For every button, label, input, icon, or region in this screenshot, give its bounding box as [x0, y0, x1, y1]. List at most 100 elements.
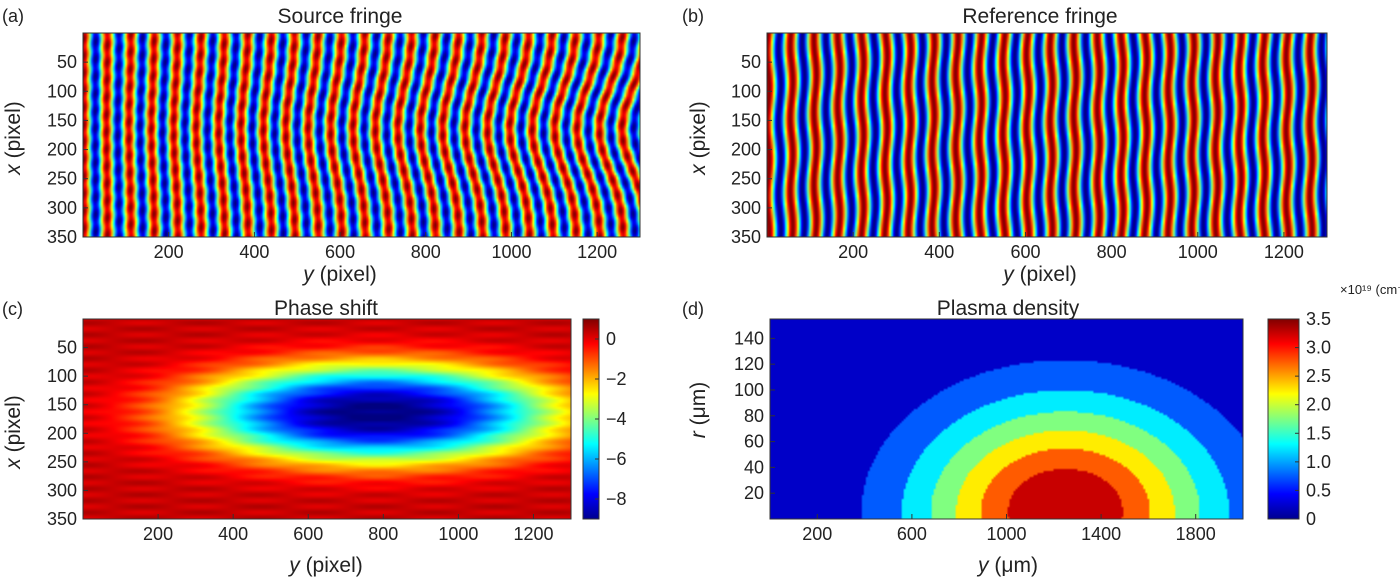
- panel-b-label: (b): [682, 6, 704, 26]
- colorbar-tick-label: 3.5: [1306, 309, 1331, 329]
- y-tick-label: 300: [731, 198, 761, 218]
- colorbar-tick-label: 0: [606, 329, 616, 349]
- panel-d-x-label: y (μm): [976, 554, 1038, 577]
- panel-a-y-ticks: 50 100 150 200 250 300 350: [47, 52, 88, 247]
- reference-fringe-heatmap: [767, 33, 1327, 237]
- colorbar-tick-label: 3.0: [1306, 338, 1331, 358]
- x-tick-label: 800: [411, 242, 441, 262]
- x-tick-label: 1000: [438, 524, 478, 544]
- x-tick-label: 200: [802, 524, 832, 544]
- panel-d: (d) Plasma density ×10¹⁹ (cm⁻³) 20060010…: [682, 282, 1400, 577]
- panel-b-x-label: y (pixel): [1001, 263, 1077, 286]
- x-tick-label: 600: [897, 524, 927, 544]
- panel-a-x-label: y (pixel): [301, 263, 377, 286]
- panel-d-colorbar-ticks: 0 0.5 1.0 1.5 2.0 2.5 3.0 3.5: [1295, 309, 1331, 529]
- phase-shift-heatmap: [83, 319, 571, 519]
- colorbar-tick-label: 0.5: [1306, 480, 1331, 500]
- panel-d-plot-area: [769, 318, 1244, 520]
- panel-a-x-ticks: 200 400 600 800 1000 1200: [154, 232, 617, 262]
- colorbar-tick-label: −2: [606, 369, 627, 389]
- colorbar-tick-label: 2.0: [1306, 395, 1331, 415]
- phase-shift-heatmap-frame: [82, 318, 572, 520]
- panel-b-x-ticks: 200 400 600 800 1000 1200: [838, 232, 1304, 262]
- y-tick-label: 200: [47, 423, 77, 443]
- y-tick-label: 40: [744, 457, 764, 477]
- y-tick-label: 150: [47, 110, 77, 130]
- panel-a-label: (a): [2, 6, 24, 26]
- y-tick-label: 250: [47, 452, 77, 472]
- x-tick-label: 400: [218, 524, 248, 544]
- y-tick-label: 200: [47, 140, 77, 160]
- panel-b-y-label: x (pixel): [687, 101, 710, 176]
- panel-a: (a) Source fringe 200 400 600 800 1000 1200 5…: [2, 5, 641, 286]
- colorbar-tick-label: 0: [1306, 509, 1316, 529]
- colorbar-tick-label: 1.5: [1306, 423, 1331, 443]
- panel-b-plot-area: [766, 32, 1328, 238]
- panel-a-y-label: x (pixel): [2, 101, 25, 176]
- y-tick-label: 60: [744, 432, 764, 452]
- panel-d-x-ticks: 200 600 1000 1400 1800: [802, 514, 1216, 544]
- panel-a-plot-area: [82, 32, 641, 238]
- x-tick-label: 1400: [1081, 524, 1121, 544]
- y-tick-label: 100: [47, 366, 77, 386]
- y-tick-label: 300: [47, 480, 77, 500]
- x-tick-label: 600: [1010, 242, 1040, 262]
- colorbar-tick-label: 2.5: [1306, 366, 1331, 386]
- y-tick-label: 100: [47, 81, 77, 101]
- source-fringe-heatmap: [83, 33, 640, 237]
- y-tick-label: 50: [741, 52, 761, 72]
- colorbar-tick-label: −4: [606, 409, 627, 429]
- panel-c-x-ticks: 200 400 600 800 1000 1200: [143, 514, 553, 544]
- x-tick-label: 200: [154, 242, 184, 262]
- y-tick-label: 200: [731, 140, 761, 160]
- panel-d-colorbar: [1267, 318, 1300, 520]
- x-tick-label: 1200: [577, 242, 617, 262]
- x-tick-label: 400: [924, 242, 954, 262]
- panel-d-y-ticks: 20 40 60 80 100 120 140: [734, 328, 775, 503]
- panel-c-x-label: y (pixel): [287, 554, 363, 577]
- y-tick-label: 350: [47, 509, 77, 529]
- plasma-density-contour: [770, 319, 1243, 519]
- x-tick-label: 1200: [513, 524, 553, 544]
- panel-c-label: (c): [2, 299, 23, 319]
- colorbar-tick-label: −6: [606, 449, 627, 469]
- x-tick-label: 1000: [491, 242, 531, 262]
- y-tick-label: 120: [734, 354, 764, 374]
- y-tick-label: 350: [47, 227, 77, 247]
- panel-c-title: Phase shift: [274, 297, 378, 320]
- y-tick-label: 150: [731, 110, 761, 130]
- panel-b: (b) Reference fringe 200 400 600 800 1000 120…: [682, 5, 1328, 286]
- x-tick-label: 800: [368, 524, 398, 544]
- panel-d-label: (d): [682, 299, 704, 319]
- x-tick-label: 400: [239, 242, 269, 262]
- y-tick-label: 100: [731, 81, 761, 101]
- panel-b-title: Reference fringe: [962, 5, 1117, 28]
- panel-c-plot-area: [82, 318, 572, 520]
- reference-fringe-heatmap-frame: [766, 32, 1328, 238]
- x-tick-label: 200: [838, 242, 868, 262]
- x-tick-label: 1800: [1176, 524, 1216, 544]
- y-tick-label: 250: [731, 169, 761, 189]
- panel-c-y-ticks: 50 100 150 200 250 300 350: [47, 338, 88, 529]
- panel-c-colorbar-ticks: 0 −2 −4 −6 −8: [595, 329, 627, 509]
- panel-a-title: Source fringe: [278, 5, 403, 28]
- x-tick-label: 800: [1097, 242, 1127, 262]
- x-tick-label: 1000: [1178, 242, 1218, 262]
- y-tick-label: 300: [47, 198, 77, 218]
- x-tick-label: 200: [143, 524, 173, 544]
- y-tick-label: 140: [734, 328, 764, 348]
- panel-d-colorbar-unit: ×10¹⁹ (cm⁻³): [1340, 282, 1400, 297]
- y-tick-label: 20: [744, 483, 764, 503]
- x-tick-label: 600: [325, 242, 355, 262]
- y-tick-label: 100: [734, 380, 764, 400]
- colorbar-tick-label: 1.0: [1306, 452, 1331, 472]
- panel-d-y-label: r (μm): [687, 382, 710, 438]
- y-tick-label: 150: [47, 395, 77, 415]
- y-tick-label: 50: [57, 338, 77, 358]
- x-tick-label: 1200: [1264, 242, 1304, 262]
- y-tick-label: 350: [731, 227, 761, 247]
- y-tick-label: 250: [47, 169, 77, 189]
- panel-b-y-ticks: 50 100 150 200 250 300 350: [731, 52, 772, 247]
- panel-c-y-label: x (pixel): [2, 395, 25, 470]
